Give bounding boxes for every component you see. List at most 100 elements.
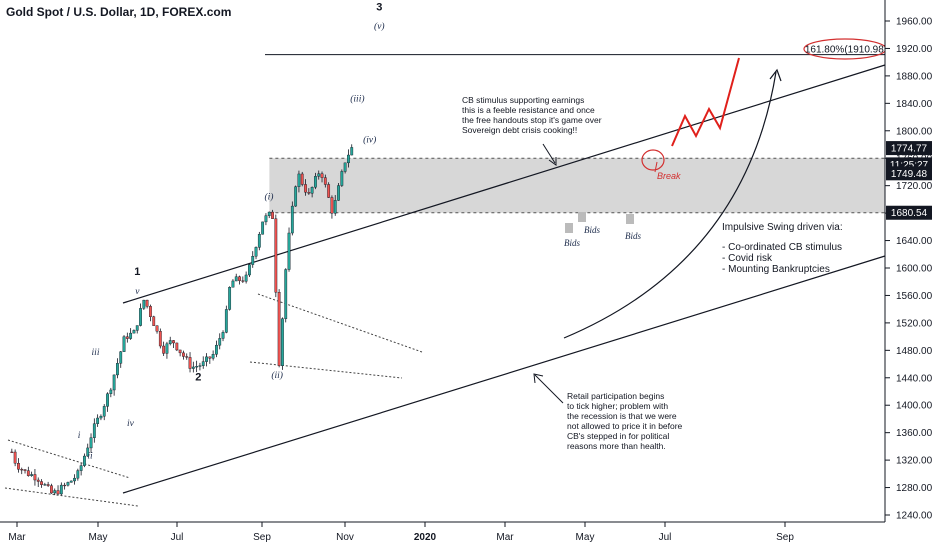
- wave-label: (i): [264, 191, 273, 202]
- candle-body: [198, 365, 202, 367]
- wave-label: (ii): [271, 370, 283, 381]
- wedge-line: [249, 361, 403, 379]
- cb-note-line: CB stimulus supporting earnings: [462, 95, 585, 105]
- candle-body: [290, 205, 294, 234]
- time-tick-label: Mar: [8, 532, 26, 543]
- candle-body: [297, 173, 301, 187]
- time-tick-label: Mar: [496, 532, 514, 543]
- candle-body: [251, 256, 255, 265]
- candle-body: [79, 465, 83, 471]
- cb-note-line: this is a feeble resistance and once: [462, 105, 595, 115]
- candle-body: [69, 480, 73, 483]
- candle-body: [188, 357, 192, 369]
- price-tick-label: 1240.00: [896, 511, 932, 522]
- candle-body: [310, 186, 314, 194]
- cb-note-line: Sovereign debt crisis cooking!!: [462, 125, 578, 135]
- retail-note-line: reasons more than health.: [567, 441, 666, 451]
- candle-body: [304, 184, 307, 193]
- price-label-text: 1774.77: [891, 144, 928, 155]
- candle-body: [59, 484, 63, 495]
- candle-body: [231, 280, 235, 288]
- candle-body: [17, 463, 20, 470]
- candle-body: [112, 374, 116, 391]
- wave-label: 1: [134, 266, 140, 278]
- candle-body: [178, 349, 182, 354]
- candle-body: [327, 184, 331, 198]
- candle-body: [66, 482, 70, 486]
- candle-body: [89, 437, 93, 449]
- price-label-text: 1680.54: [891, 208, 928, 219]
- candle-body: [149, 306, 152, 317]
- candle-body: [53, 490, 57, 494]
- candle-body: [122, 336, 126, 352]
- candle-body: [317, 173, 321, 177]
- candle-body: [99, 415, 103, 419]
- wave-label: (v): [374, 21, 385, 32]
- fib-label: 161.80%(1910.98): [805, 45, 887, 56]
- candle-body: [300, 173, 304, 185]
- time-axis[interactable]: Mar May Jul Sep Nov 2020 Mar May Jul Sep: [8, 522, 794, 543]
- candle-body: [172, 340, 175, 344]
- candle-body: [330, 197, 334, 214]
- swing-title: Impulsive Swing driven via:: [722, 222, 843, 233]
- candle-body: [43, 484, 47, 486]
- bids-label: Bids: [625, 231, 641, 241]
- candle-body: [86, 447, 90, 457]
- wave-label: v: [135, 287, 140, 297]
- time-tick-label: Jul: [171, 532, 184, 543]
- price-tick-label: 1640.00: [896, 236, 932, 247]
- candle-body: [185, 356, 189, 358]
- time-tick-label: 2020: [414, 532, 437, 543]
- candle-body: [333, 200, 337, 214]
- candle-body: [261, 221, 265, 235]
- time-tick-label: May: [89, 532, 108, 543]
- candle-body: [238, 276, 241, 281]
- resistance-zone: [269, 158, 885, 213]
- price-label-text: 1749.48: [891, 169, 928, 180]
- bids-label: Bids: [564, 238, 580, 248]
- candle-body: [168, 340, 172, 345]
- candle-body: [267, 211, 271, 216]
- wave-label: (iv): [363, 134, 376, 145]
- candle-body: [343, 162, 347, 172]
- candle-body: [271, 211, 274, 219]
- channel-upper-line: [122, 64, 886, 304]
- swing-item: - Covid risk: [722, 253, 773, 264]
- candle-body: [155, 325, 159, 332]
- candle-body: [20, 469, 24, 471]
- bids-marker: [626, 214, 634, 224]
- candle-body: [10, 451, 14, 453]
- curved-arrow: [563, 71, 777, 339]
- bids-marker: [578, 212, 586, 222]
- price-tick-label: 1840.00: [896, 99, 932, 110]
- candle-body: [248, 264, 251, 276]
- candle-body: [307, 192, 311, 194]
- price-tick-label: 1400.00: [896, 401, 932, 412]
- candle-body: [40, 481, 43, 485]
- price-tick-label: 1560.00: [896, 291, 932, 302]
- price-tick-label: 1320.00: [896, 456, 932, 467]
- time-tick-label: Sep: [776, 532, 794, 543]
- time-tick-label: May: [576, 532, 595, 543]
- price-tick-label: 1440.00: [896, 373, 932, 384]
- candle-body: [281, 318, 284, 366]
- candle-body: [33, 474, 37, 481]
- candle-body: [165, 343, 169, 354]
- candle-body: [76, 470, 80, 479]
- candle-body: [92, 423, 96, 438]
- wave-label: 3: [376, 2, 382, 14]
- candle-body: [224, 309, 228, 333]
- chart-title: Gold Spot / U.S. Dollar, 1D, FOREX.com: [6, 5, 232, 19]
- time-axis-bg: [0, 522, 932, 550]
- candle-body: [30, 474, 34, 476]
- wave-label: iv: [127, 419, 135, 429]
- candle-body: [46, 484, 50, 486]
- candle-body: [106, 393, 109, 407]
- price-tick-label: 1480.00: [896, 346, 932, 357]
- wave-label: (iii): [350, 93, 364, 104]
- candle-body: [175, 342, 179, 351]
- note-arrow-head: [533, 373, 544, 384]
- candle-body: [208, 356, 212, 359]
